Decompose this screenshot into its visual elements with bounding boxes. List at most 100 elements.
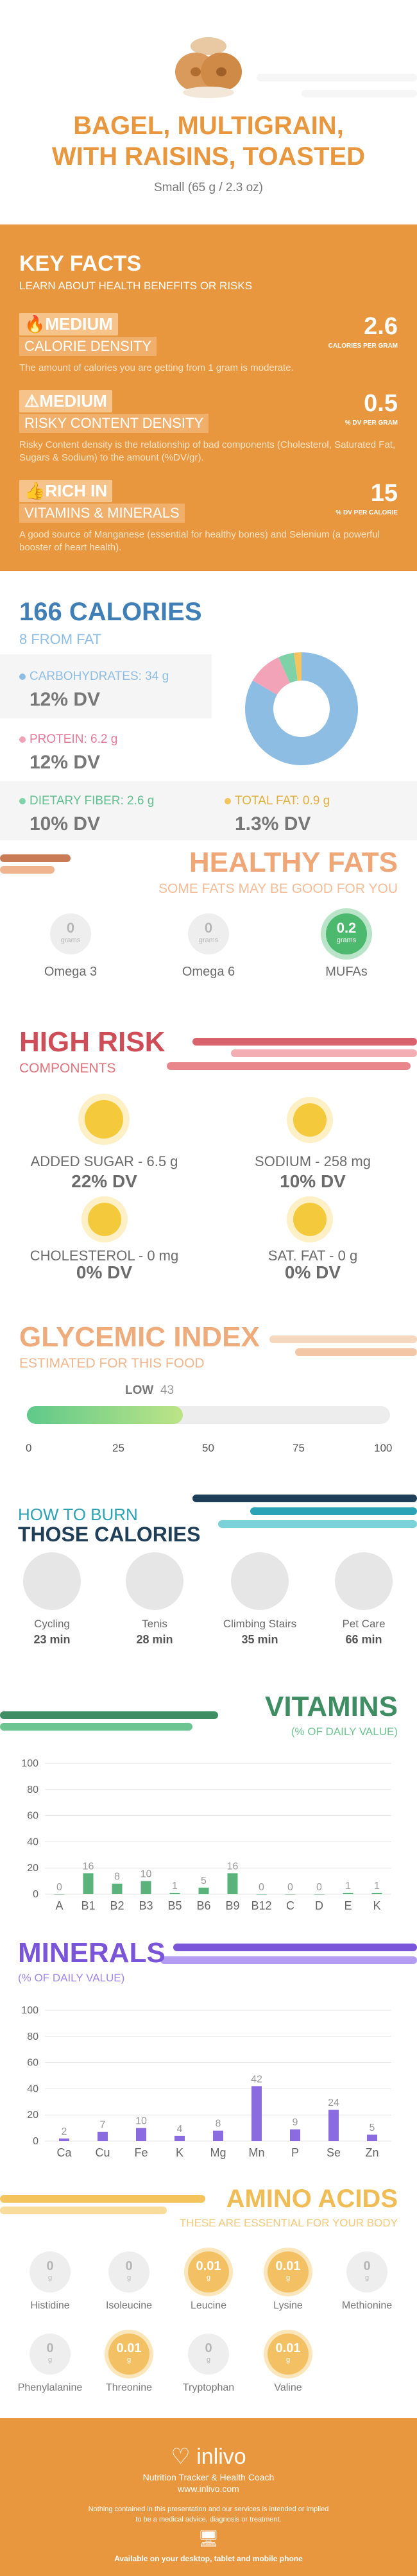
amino-label: Threonine xyxy=(105,2382,153,2393)
bar-value-label: 5 xyxy=(201,1876,207,1886)
flame-icon: 🔥 xyxy=(24,314,46,334)
fat-dv: 1.3% DV xyxy=(235,813,311,835)
minerals-title: MINERALS xyxy=(18,1937,166,1969)
x-category-label: E xyxy=(344,1899,352,1912)
bar-value-label: 10 xyxy=(135,2116,147,2127)
available-text: Available on your desktop, tablet and mo… xyxy=(114,2554,303,2563)
fact-level-badge: 👍RICH IN xyxy=(19,480,113,502)
gi-tick: 100 xyxy=(374,1442,393,1454)
brand-name: inlivo xyxy=(196,2445,246,2469)
amino-label: Tryptophan xyxy=(182,2382,235,2393)
risk-label-cholesterol: CHOLESTEROL - 0 mg xyxy=(30,1248,179,1264)
bar-value-label: 0 xyxy=(56,1882,62,1893)
risk-dv-sodium: 10% DV xyxy=(280,1171,346,1191)
protein-dot xyxy=(19,736,26,743)
decor-bar xyxy=(295,1348,417,1356)
food-title-line2: WITH RAISINS, TOASTED xyxy=(51,142,366,171)
x-category-label: B1 xyxy=(81,1899,95,1912)
decor-bar xyxy=(173,1944,417,1951)
y-tick-label: 80 xyxy=(27,2031,38,2042)
key-facts-section: KEY FACTS LEARN ABOUT HEALTH BENEFITS OR… xyxy=(0,225,417,571)
vitamins-subtitle: (% OF DAILY VALUE) xyxy=(291,1725,398,1738)
burn-label: Climbing Stairs xyxy=(223,1618,297,1630)
fact-level-badge: ⚠MEDIUM xyxy=(19,390,112,412)
bar-Fe xyxy=(136,2128,146,2141)
healthy-fats-section: HEALTHY FATS SOME FATS MAY BE GOOD FOR Y… xyxy=(0,840,417,1001)
brand-url[interactable]: www.inlivo.com xyxy=(178,2484,239,2494)
bar-value-label: 5 xyxy=(370,2123,375,2133)
x-category-label: B3 xyxy=(139,1899,153,1912)
x-category-label: B9 xyxy=(225,1899,239,1912)
bar-Cu xyxy=(98,2131,108,2141)
high-risk-subtitle: COMPONENTS xyxy=(19,1061,116,1076)
gi-tick: 0 xyxy=(26,1442,32,1454)
bar-value-label: 42 xyxy=(251,2074,262,2085)
x-category-label: Se xyxy=(327,2146,341,2159)
protein-label: PROTEIN: 6.2 g xyxy=(30,733,118,746)
cycling-icon xyxy=(23,1552,81,1610)
fact-level-badge: 🔥MEDIUM xyxy=(19,313,118,335)
decor-bar xyxy=(218,1520,417,1528)
y-tick-label: 80 xyxy=(27,1784,38,1795)
gi-tick: 25 xyxy=(112,1442,124,1454)
food-title-line1: BAGEL, MULTIGRAIN, xyxy=(73,112,344,140)
x-category-label: B5 xyxy=(167,1899,182,1912)
tennis-icon xyxy=(126,1552,183,1610)
burn-title-1: HOW TO BURN xyxy=(18,1505,138,1524)
amino-circle-threonine: 0.01 g xyxy=(108,2334,149,2375)
bagel-image xyxy=(170,33,247,104)
carbs-box: CARBOHYDRATES: 34 g 12% DV xyxy=(0,654,212,718)
x-category-label: Fe xyxy=(134,2146,148,2159)
bar-B12 xyxy=(256,1894,267,1895)
fat-circle-omega3: 0 grams xyxy=(50,913,91,954)
burn-time: 35 min xyxy=(241,1633,278,1646)
decor-bar xyxy=(0,854,71,862)
fat-circle-mufas: 0.2 grams xyxy=(326,913,367,954)
burn-time: 23 min xyxy=(33,1633,71,1646)
burn-time: 28 min xyxy=(136,1633,173,1646)
bar-value-label: 0 xyxy=(259,1882,264,1893)
footer: ♡ inlivo Nutrition Tracker & Health Coac… xyxy=(0,2418,417,2576)
fact-description: A good source of Manganese (essential fo… xyxy=(19,529,380,553)
bar-value-label: 7 xyxy=(100,2120,106,2131)
x-category-label: B2 xyxy=(110,1899,124,1912)
gi-level: LOW xyxy=(125,1384,154,1397)
x-category-label: B6 xyxy=(196,1899,210,1912)
x-category-label: K xyxy=(176,2146,183,2159)
fact-unit: CALORIES PER GRAM xyxy=(328,343,398,350)
bar-P xyxy=(290,2129,300,2141)
decor-bar xyxy=(167,1062,411,1070)
header-section: BAGEL, MULTIGRAIN, WITH RAISINS, TOASTED… xyxy=(0,0,417,212)
fact-value: 2.6 xyxy=(364,313,398,340)
burn-label: Pet Care xyxy=(342,1618,386,1630)
decor-bar xyxy=(160,1956,417,1964)
disclaimer-line2: to be a medical advice, diagnosis or tre… xyxy=(135,2516,282,2523)
amino-label: Valine xyxy=(274,2382,302,2393)
bar-value-label: 4 xyxy=(177,2124,183,2135)
amino-label: Lysine xyxy=(273,2300,303,2311)
amino-title: AMINO ACIDS xyxy=(226,2185,398,2213)
decor-bar xyxy=(302,90,417,97)
amino-label: Histidine xyxy=(30,2300,70,2311)
calories-section: 166 CALORIES 8 FROM FAT CARBOHYDRATES: 3… xyxy=(0,571,417,840)
gi-tick: 75 xyxy=(293,1442,305,1454)
x-category-label: P xyxy=(291,2146,299,2159)
decor-bar xyxy=(0,866,55,874)
amino-section: AMINO ACIDS THESE ARE ESSENTIAL FOR YOUR… xyxy=(0,2181,417,2418)
decor-bar xyxy=(0,2207,167,2214)
healthy-fats-title: HEALTHY FATS xyxy=(189,847,398,878)
risk-dv-satfat: 0% DV xyxy=(284,1262,341,1282)
bar-B3 xyxy=(140,1881,151,1894)
bar-value-label: 8 xyxy=(114,1872,120,1883)
high-risk-section: HIGH RISK COMPONENTS ADDED SUGAR - 6.5 g… xyxy=(0,1001,417,1282)
fact-label: VITAMINS & MINERALS xyxy=(19,504,185,523)
burn-title-2: THOSE CALORIES xyxy=(18,1523,201,1546)
x-category-label: K xyxy=(373,1899,380,1912)
bar-value-label: 16 xyxy=(83,1861,94,1872)
amino-circle-lysine: 0.01 g xyxy=(268,2251,309,2292)
y-tick-label: 100 xyxy=(21,1758,38,1769)
x-category-label: Ca xyxy=(56,2146,72,2159)
bar-value-label: 10 xyxy=(140,1869,152,1880)
bar-Se xyxy=(328,2110,339,2141)
